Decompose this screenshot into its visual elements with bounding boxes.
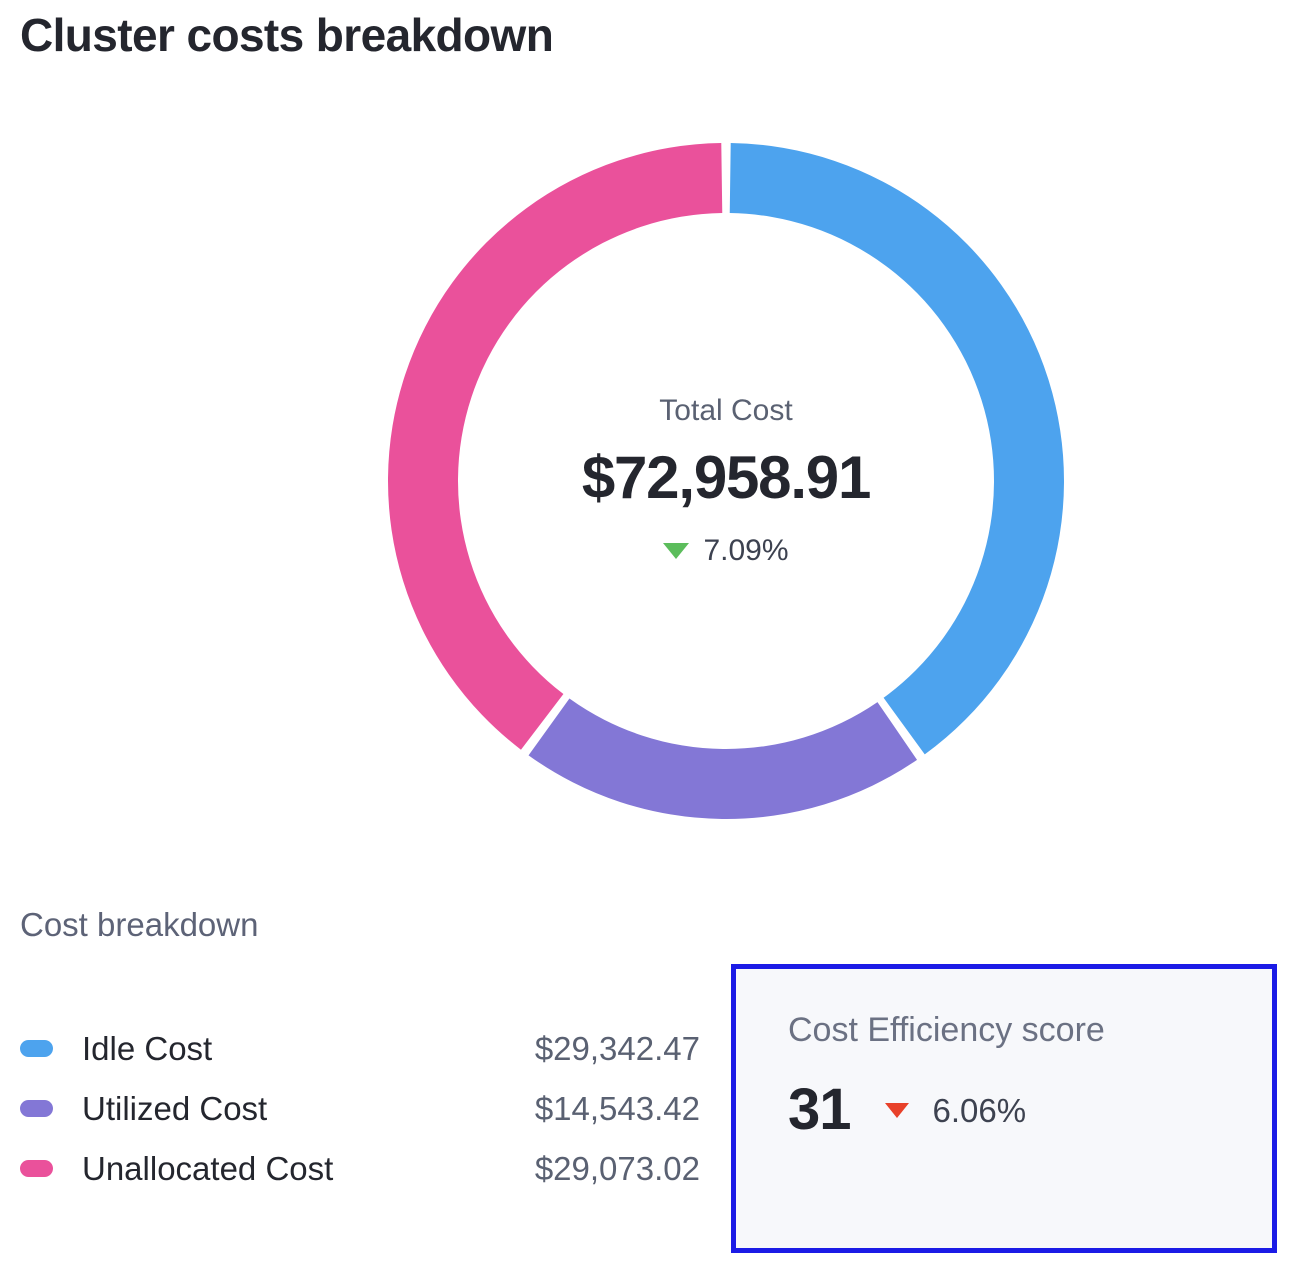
cost-efficiency-score: 31 xyxy=(788,1077,852,1142)
cost-efficiency-value-row: 31 6.06% xyxy=(788,1081,1272,1139)
legend-swatch-icon xyxy=(20,1099,53,1117)
donut-segment[interactable] xyxy=(528,698,918,820)
page-title: Cluster costs breakdown xyxy=(20,9,554,61)
list-item[interactable]: Idle Cost $29,342.47 xyxy=(20,1018,700,1078)
legend-value: $29,073.02 xyxy=(534,1149,700,1187)
legend-swatch-icon xyxy=(20,1159,53,1177)
donut-segment[interactable] xyxy=(729,143,1064,755)
list-item[interactable]: Utilized Cost $14,543.42 xyxy=(20,1078,700,1138)
triangle-down-icon xyxy=(884,1102,909,1118)
legend-value: $29,342.47 xyxy=(534,1029,700,1067)
cost-efficiency-score-card[interactable]: Cost Efficiency score 31 6.06% xyxy=(731,964,1277,1253)
cost-efficiency-title: Cost Efficiency score xyxy=(788,1011,1105,1049)
legend-label: Idle Cost xyxy=(82,1029,213,1067)
donut-segment[interactable] xyxy=(387,143,723,750)
donut-svg xyxy=(387,143,1064,820)
cost-breakdown-heading: Cost breakdown xyxy=(20,906,259,943)
list-item[interactable]: Unallocated Cost $29,073.02 xyxy=(20,1138,700,1198)
donut-segments xyxy=(387,143,1064,820)
legend-swatch-icon xyxy=(20,1039,53,1057)
legend-label: Unallocated Cost xyxy=(82,1149,334,1187)
cluster-costs-donut-chart[interactable]: Total Cost $72,958.91 7.09% xyxy=(387,142,1065,820)
cost-breakdown-legend: Idle Cost $29,342.47 Utilized Cost $14,5… xyxy=(20,1018,700,1198)
legend-label: Utilized Cost xyxy=(82,1089,268,1127)
cost-efficiency-delta-value: 6.06% xyxy=(932,1091,1027,1129)
legend-value: $14,543.42 xyxy=(534,1089,700,1127)
